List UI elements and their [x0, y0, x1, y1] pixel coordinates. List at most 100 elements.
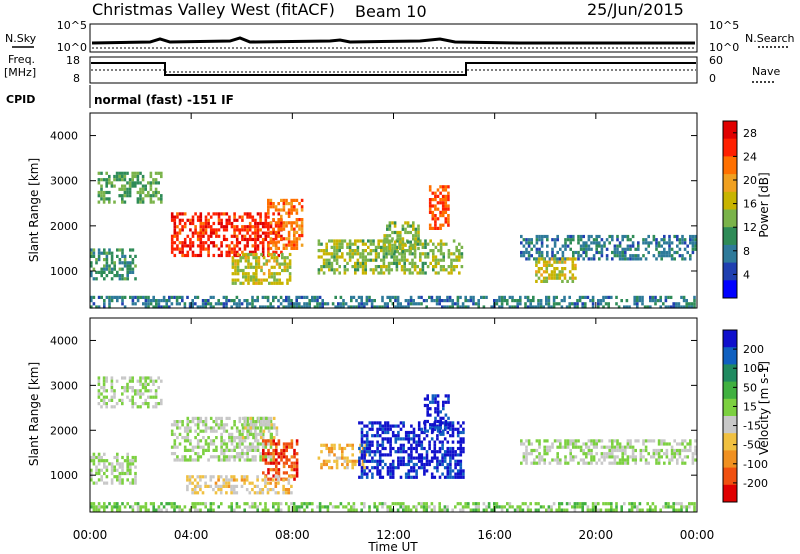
velocity-data-cell [681, 461, 684, 465]
power-data-cell [225, 212, 229, 216]
power-data-cell [571, 260, 575, 264]
velocity-data-cell [303, 508, 306, 512]
power-data-cell [395, 261, 399, 265]
power-data-cell [551, 254, 554, 258]
power-data-cell [355, 299, 358, 303]
power-data-cell [434, 271, 438, 275]
velocity-data-cell [173, 439, 177, 443]
velocity-data-cell [196, 475, 200, 479]
velocity-data-cell [386, 453, 390, 457]
velocity-data-cell [212, 455, 216, 459]
power-data-cell [508, 295, 512, 299]
velocity-data-cell [451, 440, 455, 444]
power-data-cell [535, 250, 539, 255]
power-data-cell [254, 225, 257, 229]
velocity-data-cell [102, 382, 106, 386]
velocity-data-cell [265, 423, 268, 427]
velocity-data-cell [376, 434, 379, 438]
power-data-cell [424, 242, 427, 246]
power-data-cell [356, 258, 360, 262]
velocity-data-cell [256, 508, 259, 512]
power-data-cell [354, 242, 357, 246]
power-data-cell [274, 230, 278, 234]
velocity-data-cell [333, 443, 336, 447]
velocity-data-cell [360, 472, 364, 476]
power-data-cell [220, 218, 223, 222]
power-data-cell [553, 260, 556, 264]
velocity-colorbar-tick-label: -100 [743, 458, 768, 471]
power-data-cell [385, 268, 388, 272]
velocity-data-cell [292, 508, 296, 512]
power-data-cell [401, 246, 405, 251]
power-data-cell [199, 234, 203, 238]
velocity-data-cell [694, 458, 697, 462]
power-data-cell [365, 295, 369, 299]
power-data-cell [387, 268, 391, 272]
velocity-data-cell [446, 472, 450, 476]
velocity-data-cell [176, 420, 179, 424]
power-data-cell [285, 221, 288, 225]
velocity-data-cell [324, 505, 327, 509]
power-data-cell [526, 305, 530, 309]
velocity-colorbar-tick-label: 100 [743, 362, 764, 375]
power-data-cell [385, 255, 388, 259]
power-data-cell [282, 202, 286, 206]
velocity-data-cell [282, 488, 285, 492]
power-data-cell [552, 302, 556, 306]
power-data-cell [364, 249, 367, 253]
velocity-data-cell [446, 450, 450, 454]
power-data-cell [448, 305, 452, 309]
power-data-cell [657, 241, 661, 245]
velocity-data-cell [196, 423, 200, 427]
velocity-colorbar-tick-label: -200 [743, 477, 768, 490]
power-data-cell [434, 261, 438, 265]
power-data-cell [431, 198, 435, 202]
velocity-data-cell [417, 456, 421, 460]
power-data-cell [637, 257, 640, 261]
velocity-data-cell [431, 397, 435, 401]
power-data-cell [100, 270, 103, 274]
power-data-cell [587, 234, 591, 239]
velocity-data-cell [95, 455, 98, 460]
power-data-cell [110, 277, 114, 281]
velocity-data-cell [277, 455, 281, 459]
velocity-data-cell [238, 429, 242, 433]
power-plot-frame [89, 112, 698, 309]
velocity-data-cell [595, 442, 598, 446]
power-data-cell [246, 225, 249, 229]
power-data-cell [351, 242, 354, 246]
velocity-data-cell [566, 461, 570, 465]
velocity-data-cell [222, 478, 226, 482]
velocity-data-cell [556, 458, 559, 462]
velocity-data-cell [220, 502, 223, 506]
power-data-cell [141, 178, 145, 182]
velocity-data-cell [248, 445, 252, 449]
velocity-data-cell [196, 458, 200, 462]
velocity-data-cell [269, 461, 273, 465]
power-data-cell [274, 208, 278, 212]
power-data-cell [681, 238, 684, 242]
power-data-cell [282, 227, 286, 231]
velocity-data-cell [230, 502, 233, 506]
velocity-data-cell [235, 491, 239, 495]
velocity-data-cell [139, 395, 142, 399]
power-data-cell [285, 202, 288, 206]
power-data-cell [589, 299, 592, 303]
power-data-cell [242, 275, 245, 279]
power-data-cell [649, 299, 652, 303]
velocity-data-cell [394, 434, 398, 438]
power-data-cell [540, 238, 544, 242]
power-data-cell [241, 225, 244, 229]
power-data-cell [227, 299, 231, 303]
power-data-cell [535, 241, 539, 245]
power-data-cell [350, 305, 353, 309]
velocity-data-cell [160, 502, 163, 506]
velocity-data-cell [365, 472, 369, 476]
power-data-cell [655, 247, 658, 251]
velocity-data-cell [391, 424, 395, 428]
power-colorbar-swatch [723, 174, 737, 193]
power-data-cell [176, 212, 179, 216]
velocity-data-cell [569, 458, 572, 462]
velocity-data-cell [368, 421, 372, 425]
velocity-data-cell [100, 398, 103, 402]
